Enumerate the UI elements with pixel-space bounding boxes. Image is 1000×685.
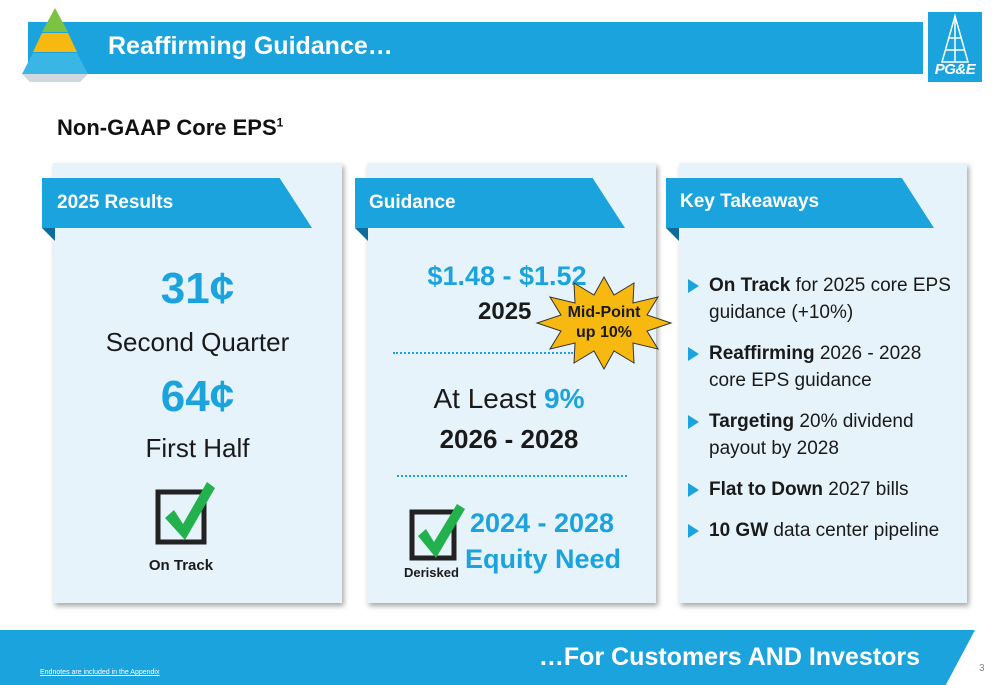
takeaways-tab-label: Key Takeaways: [680, 191, 820, 212]
triangle-bullet-icon: [688, 279, 699, 293]
pyramid-icon: [22, 8, 88, 82]
checkbox-check-icon: [155, 482, 215, 545]
divider-1: [393, 352, 573, 354]
equity-years: 2024 - 2028: [469, 508, 615, 538]
growth-prefix: At Least: [433, 383, 537, 414]
results-tab: [42, 178, 312, 228]
checkbox-check-icon: [409, 504, 465, 561]
growth-value: 9%: [544, 383, 585, 414]
starburst-line2: up 10%: [575, 324, 632, 341]
section-title: Non-GAAP Core EPS1: [57, 115, 284, 140]
list-item: 10 GW data center pipeline: [688, 517, 958, 544]
guidance-range: $1.48 - $1.52: [427, 261, 587, 291]
growth-line: At Least 9%: [367, 383, 651, 415]
h1-eps-value: 64¢: [160, 372, 235, 421]
company-logo: PG&E: [928, 12, 982, 82]
results-panel: [53, 163, 342, 603]
takeaways-tab-fold: [666, 228, 679, 241]
triangle-bullet-icon: [688, 415, 699, 429]
endnote-link[interactable]: Endnotes are included in the Appendix: [40, 669, 160, 676]
triangle-bullet-icon: [688, 347, 699, 361]
page-number: 3: [979, 663, 985, 674]
footer-bar: [0, 630, 975, 685]
footer-tagline: …For Customers AND Investors: [538, 643, 920, 671]
results-tab-label: 2025 Results: [57, 192, 174, 213]
logo-tower-icon: [941, 13, 969, 63]
triangle-bullet-icon: [688, 483, 699, 497]
guidance-tab: [355, 178, 625, 228]
guidance-status: Derisked: [404, 565, 459, 580]
list-item: Reaffirming 2026 - 2028 core EPS guidanc…: [688, 340, 958, 394]
takeaways-panel: [679, 163, 967, 603]
guidance-tab-label: Guidance: [369, 192, 456, 213]
triangle-bullet-icon: [688, 524, 699, 538]
takeaways-tab: [666, 178, 934, 228]
results-status: On Track: [148, 557, 214, 574]
footnote-marker: 1: [276, 115, 284, 130]
guidance-range-year: 2025: [478, 298, 532, 325]
list-item: Flat to Down 2027 bills: [688, 476, 958, 503]
divider-2: [397, 475, 627, 477]
starburst-line1: Mid-Point: [567, 304, 641, 321]
header-bar: [28, 22, 923, 74]
guidance-panel: [367, 163, 656, 603]
h1-label: First Half: [145, 433, 250, 463]
equity-label: Equity Need: [464, 544, 622, 574]
growth-years: 2026 - 2028: [439, 424, 579, 454]
page-title: Reaffirming Guidance…: [108, 32, 393, 60]
q2-eps-value: 31¢: [160, 264, 235, 313]
starburst-badge: [535, 275, 673, 371]
list-item: On Track for 2025 core EPS guidance (+10…: [688, 272, 958, 326]
logo-text: PG&E: [934, 61, 976, 78]
list-item: Targeting 20% dividend payout by 2028: [688, 408, 958, 462]
takeaways-list: On Track for 2025 core EPS guidance (+10…: [688, 272, 958, 558]
q2-label: Second Quarter: [105, 327, 290, 357]
